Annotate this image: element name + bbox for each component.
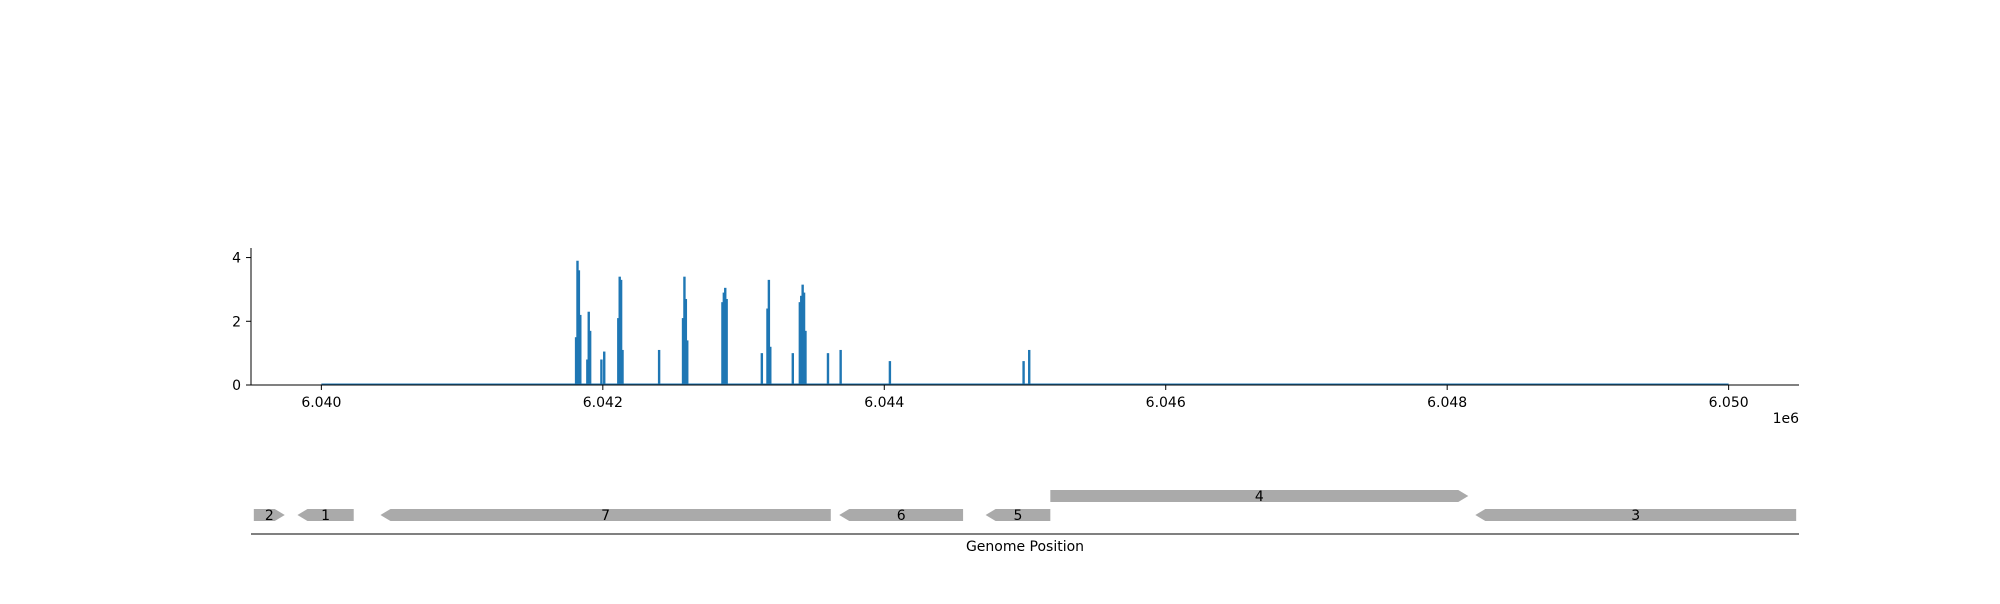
coverage-bar (1022, 361, 1025, 385)
y-tick-label: 0 (232, 378, 241, 394)
coverage-bar (587, 311, 590, 385)
coverage-bar (802, 292, 806, 385)
coverage-bar (588, 330, 592, 385)
gene-feature: 6 (839, 508, 964, 524)
coverage-bar (769, 346, 772, 385)
coverage-plot: 6.040 6.042 6.044 6.046 6.048 6.050 0 2 4 1e6 (232, 248, 1799, 427)
gene-arrow (253, 509, 285, 521)
x-tick-label: 6.040 (301, 395, 341, 411)
x-axis-ticks: 6.040 6.042 6.044 6.046 6.048 6.050 (301, 385, 1749, 411)
coverage-bar (683, 276, 686, 385)
gene-arrow (1475, 509, 1797, 521)
coverage-bar (888, 361, 892, 385)
coverage-bar (586, 359, 589, 385)
coverage-bar (603, 351, 606, 385)
coverage-bar (657, 349, 661, 385)
coverage-bar (798, 302, 802, 385)
gene-label: 6 (897, 508, 906, 524)
gene-label: 7 (601, 508, 610, 524)
gene-arrow (839, 509, 964, 521)
x-axis-offset-label: 1e6 (1773, 411, 1800, 427)
gene-feature: 1 (297, 508, 354, 524)
coverage-bar (721, 302, 724, 385)
x-tick-label: 6.044 (864, 395, 904, 411)
coverage-bar (577, 270, 581, 385)
coverage-bar (619, 279, 623, 385)
coverage-bars (574, 260, 1031, 385)
coverage-bar (1028, 349, 1031, 385)
coverage-bar (621, 349, 624, 385)
gene-arrow (985, 509, 1051, 521)
coverage-bar (686, 340, 689, 385)
gene-arrow (380, 509, 831, 521)
gene-arrow (297, 509, 354, 521)
track-x-axis-label: Genome Position (966, 539, 1084, 555)
gene-label: 4 (1255, 489, 1264, 505)
coverage-bar (576, 260, 579, 385)
coverage-bar (579, 314, 582, 385)
coverage-bar (574, 337, 578, 385)
gene-feature: 4 (1050, 489, 1469, 505)
gene-label: 1 (321, 508, 330, 524)
y-tick-label: 4 (232, 251, 241, 267)
gene-track: 2 1 7 6 5 4 3 Genome Position (251, 489, 1799, 555)
x-tick-label: 6.048 (1427, 395, 1467, 411)
coverage-bar (684, 298, 688, 385)
x-tick-label: 6.050 (1709, 395, 1749, 411)
coverage-bar (766, 308, 769, 385)
x-tick-label: 6.046 (1146, 395, 1186, 411)
gene-feature: 5 (985, 508, 1051, 524)
coverage-bar (800, 295, 803, 385)
x-tick-label: 6.042 (583, 395, 623, 411)
gene-feature: 3 (1475, 508, 1797, 524)
coverage-bar (760, 353, 764, 385)
coverage-bar (724, 287, 727, 385)
coverage-bar (801, 284, 804, 385)
coverage-bar (725, 298, 728, 385)
gene-arrow (1050, 490, 1469, 502)
coverage-bar (804, 330, 807, 385)
y-tick-label: 2 (232, 314, 241, 330)
gene-features: 2 1 7 6 5 4 3 (253, 489, 1797, 524)
gene-label: 5 (1014, 508, 1023, 524)
coverage-bar (791, 353, 794, 385)
coverage-bar (617, 318, 620, 385)
coverage-bar (826, 353, 830, 385)
coverage-bar (681, 318, 685, 385)
gene-label: 2 (265, 508, 274, 524)
coverage-bar (618, 276, 621, 385)
gene-feature: 2 (253, 508, 285, 524)
coverage-bar (600, 359, 603, 385)
y-axis-ticks: 0 2 4 (232, 251, 251, 394)
gene-feature: 7 (380, 508, 831, 524)
coverage-bar (722, 292, 726, 385)
coverage-bar (839, 349, 842, 385)
gene-label: 3 (1631, 508, 1640, 524)
coverage-bar (767, 279, 771, 385)
